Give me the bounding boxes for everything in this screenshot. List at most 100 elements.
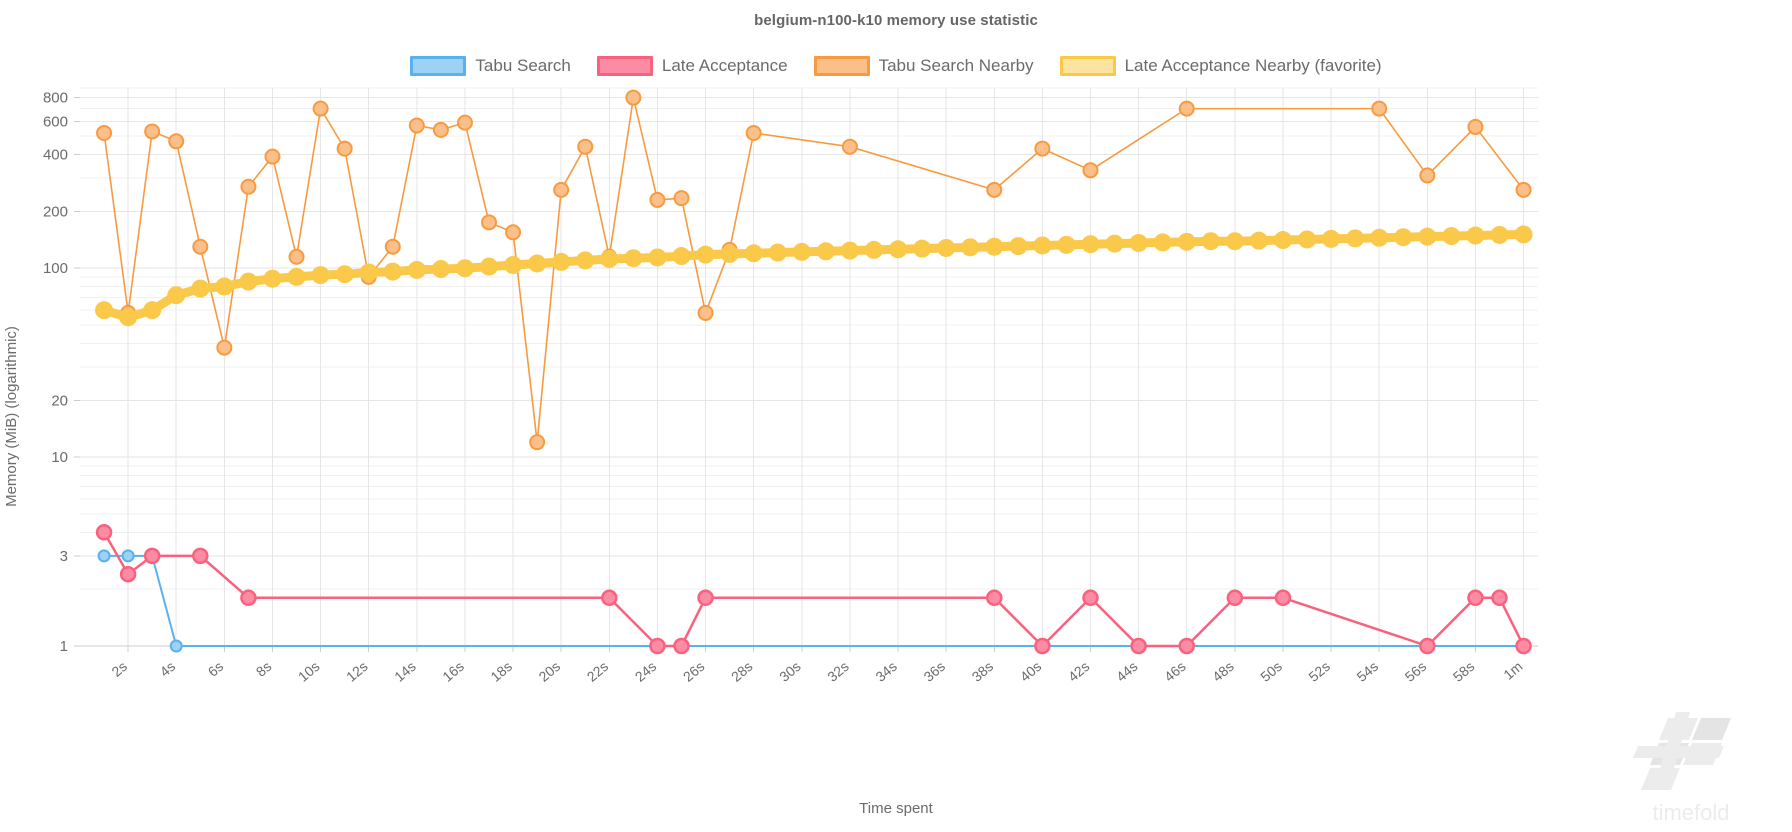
data-point-late-acceptance-nearby-favorite[interactable] <box>552 252 571 271</box>
data-point-late-acceptance-nearby-favorite[interactable] <box>864 240 883 259</box>
data-point-tabu-search-nearby[interactable] <box>288 248 305 265</box>
legend-item-tabu-search-nearby[interactable]: Tabu Search Nearby <box>813 56 1034 76</box>
data-point-late-acceptance-nearby-favorite[interactable] <box>600 249 619 268</box>
data-point-tabu-search-nearby[interactable] <box>96 125 113 141</box>
data-point-late-acceptance-nearby-favorite[interactable] <box>1225 232 1244 251</box>
data-point-tabu-search-nearby[interactable] <box>1371 100 1388 117</box>
data-point-tabu-search-nearby[interactable] <box>1034 140 1051 157</box>
data-point-late-acceptance-nearby-favorite[interactable] <box>1105 234 1124 253</box>
data-point-tabu-search-nearby[interactable] <box>192 238 209 255</box>
data-point-late-acceptance-nearby-favorite[interactable] <box>792 242 811 261</box>
data-point-tabu-search-nearby[interactable] <box>649 191 666 208</box>
data-point-late-acceptance-nearby-favorite[interactable] <box>407 260 426 279</box>
data-point-late-acceptance-nearby-favorite[interactable] <box>768 243 787 262</box>
data-point-late-acceptance-nearby-favorite[interactable] <box>913 239 932 258</box>
data-point-tabu-search-nearby[interactable] <box>986 181 1003 198</box>
data-point-late-acceptance-nearby-favorite[interactable] <box>816 242 835 261</box>
data-point-late-acceptance-nearby-favorite[interactable] <box>1177 232 1196 251</box>
data-point-late-acceptance-nearby-favorite[interactable] <box>455 259 474 278</box>
data-point-tabu-search-nearby[interactable] <box>577 138 594 155</box>
legend-item-tabu-search[interactable]: Tabu Search <box>410 56 571 76</box>
data-point-late-acceptance[interactable] <box>697 589 714 607</box>
data-point-tabu-search-nearby[interactable] <box>481 214 498 231</box>
data-point-late-acceptance[interactable] <box>1274 589 1292 607</box>
data-point-late-acceptance[interactable] <box>601 589 618 607</box>
data-point-late-acceptance-nearby-favorite[interactable] <box>359 263 378 282</box>
data-point-late-acceptance-nearby-favorite[interactable] <box>480 257 499 276</box>
data-point-late-acceptance-nearby-favorite[interactable] <box>167 286 186 305</box>
data-point-late-acceptance-nearby-favorite[interactable] <box>287 267 306 286</box>
data-point-tabu-search-nearby[interactable] <box>745 125 762 141</box>
data-point-late-acceptance-nearby-favorite[interactable] <box>889 240 908 259</box>
data-point-late-acceptance-nearby-favorite[interactable] <box>1418 227 1437 246</box>
data-point-tabu-search-nearby[interactable] <box>529 434 546 451</box>
data-point-tabu-search-nearby[interactable] <box>1178 100 1195 117</box>
data-point-tabu-search-nearby[interactable] <box>384 238 401 255</box>
data-point-late-acceptance-nearby-favorite[interactable] <box>239 272 258 291</box>
data-point-late-acceptance[interactable] <box>192 547 209 565</box>
data-point-tabu-search-nearby[interactable] <box>168 133 185 150</box>
data-point-late-acceptance-nearby-favorite[interactable] <box>1298 230 1317 249</box>
data-point-late-acceptance-nearby-favorite[interactable] <box>1249 231 1268 250</box>
data-point-tabu-search-nearby[interactable] <box>1515 181 1532 198</box>
data-point-late-acceptance[interactable] <box>240 589 257 607</box>
data-point-late-acceptance-nearby-favorite[interactable] <box>985 237 1004 256</box>
data-point-late-acceptance-nearby-favorite[interactable] <box>696 245 715 264</box>
data-point-late-acceptance-nearby-favorite[interactable] <box>1514 225 1533 244</box>
data-point-late-acceptance-nearby-favorite[interactable] <box>1322 229 1341 248</box>
data-point-late-acceptance-nearby-favorite[interactable] <box>937 238 956 257</box>
data-point-late-acceptance-nearby-favorite[interactable] <box>119 308 138 327</box>
data-point-tabu-search-nearby[interactable] <box>264 148 281 165</box>
data-point-late-acceptance[interactable] <box>1034 637 1051 655</box>
data-point-late-acceptance[interactable] <box>1491 589 1508 607</box>
data-point-late-acceptance-nearby-favorite[interactable] <box>720 244 739 263</box>
data-point-late-acceptance-nearby-favorite[interactable] <box>1201 232 1220 251</box>
data-point-late-acceptance[interactable] <box>986 589 1003 607</box>
data-point-late-acceptance-nearby-favorite[interactable] <box>335 265 354 284</box>
data-point-late-acceptance[interactable] <box>1467 589 1484 607</box>
data-point-tabu-search-nearby[interactable] <box>408 117 425 134</box>
data-point-late-acceptance-nearby-favorite[interactable] <box>1490 225 1509 244</box>
data-point-late-acceptance[interactable] <box>1419 637 1436 655</box>
data-point-late-acceptance-nearby-favorite[interactable] <box>1153 233 1172 252</box>
data-point-late-acceptance-nearby-favorite[interactable] <box>1466 226 1485 245</box>
data-point-late-acceptance-nearby-favorite[interactable] <box>961 238 980 257</box>
data-point-late-acceptance[interactable] <box>1226 589 1244 607</box>
data-point-tabu-search-nearby[interactable] <box>240 178 257 195</box>
data-point-late-acceptance[interactable] <box>119 565 137 583</box>
data-point-late-acceptance-nearby-favorite[interactable] <box>624 249 643 268</box>
data-point-tabu-search-nearby[interactable] <box>841 138 858 155</box>
data-point-late-acceptance-nearby-favorite[interactable] <box>528 254 547 273</box>
data-point-late-acceptance-nearby-favorite[interactable] <box>504 256 523 275</box>
data-point-tabu-search-nearby[interactable] <box>216 339 233 356</box>
data-point-late-acceptance-nearby-favorite[interactable] <box>1346 229 1365 248</box>
data-point-late-acceptance-nearby-favorite[interactable] <box>263 269 282 288</box>
data-point-late-acceptance-nearby-favorite[interactable] <box>1057 235 1076 254</box>
data-point-tabu-search-nearby[interactable] <box>625 89 642 106</box>
data-point-late-acceptance-nearby-favorite[interactable] <box>143 301 162 320</box>
data-point-late-acceptance-nearby-favorite[interactable] <box>576 251 595 270</box>
data-point-late-acceptance-nearby-favorite[interactable] <box>1370 228 1389 247</box>
data-point-late-acceptance-nearby-favorite[interactable] <box>1129 234 1148 253</box>
data-point-tabu-search-nearby[interactable] <box>697 304 714 321</box>
data-point-tabu-search-nearby[interactable] <box>456 114 473 131</box>
data-point-tabu-search-nearby[interactable] <box>1082 162 1099 179</box>
data-point-late-acceptance-nearby-favorite[interactable] <box>383 262 402 281</box>
data-point-late-acceptance-nearby-favorite[interactable] <box>1273 231 1292 250</box>
data-point-late-acceptance-nearby-favorite[interactable] <box>431 260 450 279</box>
data-point-late-acceptance[interactable] <box>649 637 666 655</box>
data-point-late-acceptance[interactable] <box>673 637 690 655</box>
data-point-late-acceptance-nearby-favorite[interactable] <box>1009 237 1028 256</box>
data-point-late-acceptance-nearby-favorite[interactable] <box>744 244 763 263</box>
data-point-late-acceptance[interactable] <box>1178 637 1195 655</box>
data-point-late-acceptance[interactable] <box>143 547 161 565</box>
data-point-tabu-search[interactable] <box>97 549 111 563</box>
legend-item-late-acceptance[interactable]: Late Acceptance <box>596 56 788 76</box>
data-point-tabu-search-nearby[interactable] <box>144 123 161 140</box>
data-point-tabu-search-nearby[interactable] <box>1467 118 1484 135</box>
data-point-late-acceptance[interactable] <box>1130 637 1147 655</box>
data-point-late-acceptance-nearby-favorite[interactable] <box>1442 227 1461 246</box>
data-point-tabu-search-nearby[interactable] <box>1419 167 1436 184</box>
data-point-late-acceptance-nearby-favorite[interactable] <box>191 279 210 298</box>
data-point-late-acceptance-nearby-favorite[interactable] <box>311 266 330 285</box>
